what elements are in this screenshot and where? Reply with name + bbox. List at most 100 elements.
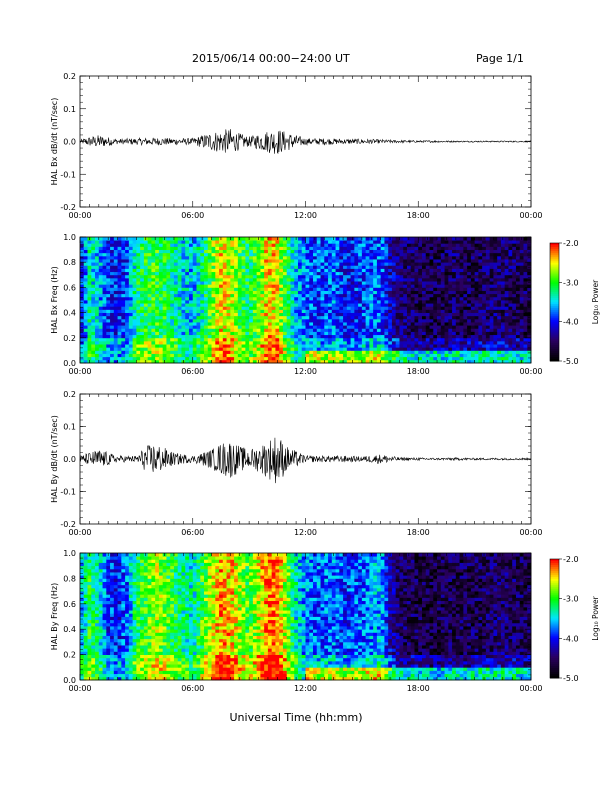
spectrogram-cell <box>173 274 179 279</box>
spectrogram-cell <box>489 249 494 254</box>
spectrogram-cell <box>489 240 494 244</box>
spectrogram-cell <box>207 262 212 266</box>
spectrogram-cell <box>309 281 314 285</box>
spectrogram-cell <box>245 287 250 291</box>
spectrogram-cell <box>192 325 197 329</box>
spectrogram-cell <box>331 296 336 301</box>
spectrogram-cell <box>110 237 115 241</box>
spectrogram-cell <box>267 331 273 336</box>
spectrogram-cell <box>463 300 468 304</box>
spectrogram-cell <box>113 259 118 263</box>
spectrogram-cell <box>444 340 449 345</box>
spectrogram-cell <box>143 243 149 247</box>
spectrogram-cell <box>320 243 325 247</box>
spectrogram-cell <box>328 315 333 320</box>
spectrogram-cell <box>162 290 167 295</box>
spectrogram-cell <box>320 306 325 310</box>
spectrogram-cell <box>113 243 118 247</box>
spectrogram-cell <box>207 309 212 313</box>
spectrogram-cell <box>328 347 333 351</box>
spectrogram-cell <box>260 328 265 332</box>
spectrogram-cell <box>414 347 419 351</box>
spectrogram-cell <box>500 287 506 291</box>
spectrogram-cell <box>158 243 164 247</box>
spectrogram-cell <box>222 350 227 354</box>
spectrogram-cell <box>474 252 479 257</box>
spectrogram-cell <box>335 249 340 254</box>
spectrogram-cell <box>121 240 126 244</box>
spectrogram-cell <box>515 334 521 339</box>
spectrogram-cell <box>527 268 532 273</box>
spectrogram-cell <box>406 259 412 263</box>
spectrogram-cell <box>395 255 400 260</box>
spectrogram-cell <box>406 277 412 282</box>
spectrogram-cell <box>403 240 408 244</box>
spectrogram-cell <box>410 315 415 320</box>
spectrogram-cell <box>500 312 506 317</box>
spectrogram-cell <box>297 303 303 307</box>
spectrogram-cell <box>83 340 88 345</box>
spectrogram-cell <box>384 318 389 323</box>
spectrogram-cell <box>226 271 231 276</box>
spectrogram-cell <box>279 237 284 241</box>
spectrogram-cell <box>87 296 92 301</box>
spectrogram-cell <box>132 356 137 361</box>
spectrogram-cell <box>301 337 306 342</box>
spectrogram-cell <box>188 246 194 250</box>
spectrogram-cell <box>515 309 521 313</box>
spectrogram-cell <box>422 353 427 358</box>
spectrogram-cell <box>414 268 419 273</box>
spectrogram-cell <box>106 312 111 317</box>
spectrogram-cell <box>459 265 464 269</box>
spectrogram-cell <box>527 252 532 257</box>
spectrogram-cell <box>324 300 329 304</box>
spectrogram-cell <box>339 290 344 295</box>
spectrogram-cell <box>361 240 367 244</box>
spectrogram-cell <box>485 356 491 361</box>
spectrogram-cell <box>391 296 397 301</box>
spectrogram-cell <box>170 284 175 288</box>
spectrogram-cell <box>515 281 521 285</box>
spectrogram-cell <box>294 306 299 310</box>
spectrogram-cell <box>275 337 280 342</box>
spectrogram-cell <box>147 237 152 241</box>
spectrogram-cell <box>463 268 468 273</box>
spectrogram-cell <box>388 290 393 295</box>
spectrogram-cell <box>493 331 498 336</box>
spectrogram-cell <box>346 293 351 298</box>
spectrogram-cell <box>204 296 209 301</box>
spectrogram-cell <box>508 303 513 307</box>
spectrogram-cell <box>493 265 498 269</box>
spectrogram-cell <box>433 259 438 263</box>
spectrogram-cell <box>113 246 118 250</box>
spectrogram-cell <box>437 300 442 304</box>
spectrogram-cell <box>376 350 382 354</box>
spectrogram-cell <box>200 318 205 323</box>
spectrogram-cell <box>102 350 107 354</box>
spectrogram-cell <box>147 262 152 266</box>
spectrogram-cell <box>155 274 160 279</box>
spectrogram-cell <box>200 255 205 260</box>
spectrogram-cell <box>234 265 239 269</box>
spectrogram-cell <box>403 252 408 257</box>
spectrogram-cell <box>140 353 145 358</box>
spectrogram-cell <box>500 259 506 263</box>
spectrogram-cell <box>256 277 261 282</box>
spectrogram-cell <box>478 255 483 260</box>
spectrogram-cell <box>267 328 273 332</box>
spectrogram-cell <box>188 347 194 351</box>
spectrogram-cell <box>482 271 487 276</box>
spectrogram-cell <box>339 268 344 273</box>
spectrogram-cell <box>305 356 310 361</box>
spectrogram-cell <box>459 353 464 358</box>
spectrogram-cell <box>98 259 103 263</box>
spectrogram-cell <box>188 306 194 310</box>
spectrogram-cell <box>173 353 179 358</box>
spectrogram-cell <box>275 353 280 358</box>
spectrogram-cell <box>478 315 483 320</box>
spectrogram-cell <box>204 259 209 263</box>
spectrogram-cell <box>267 262 273 266</box>
spectrogram-cell <box>380 334 385 339</box>
spectrogram-cell <box>358 300 363 304</box>
spectrogram-cell <box>98 356 103 361</box>
